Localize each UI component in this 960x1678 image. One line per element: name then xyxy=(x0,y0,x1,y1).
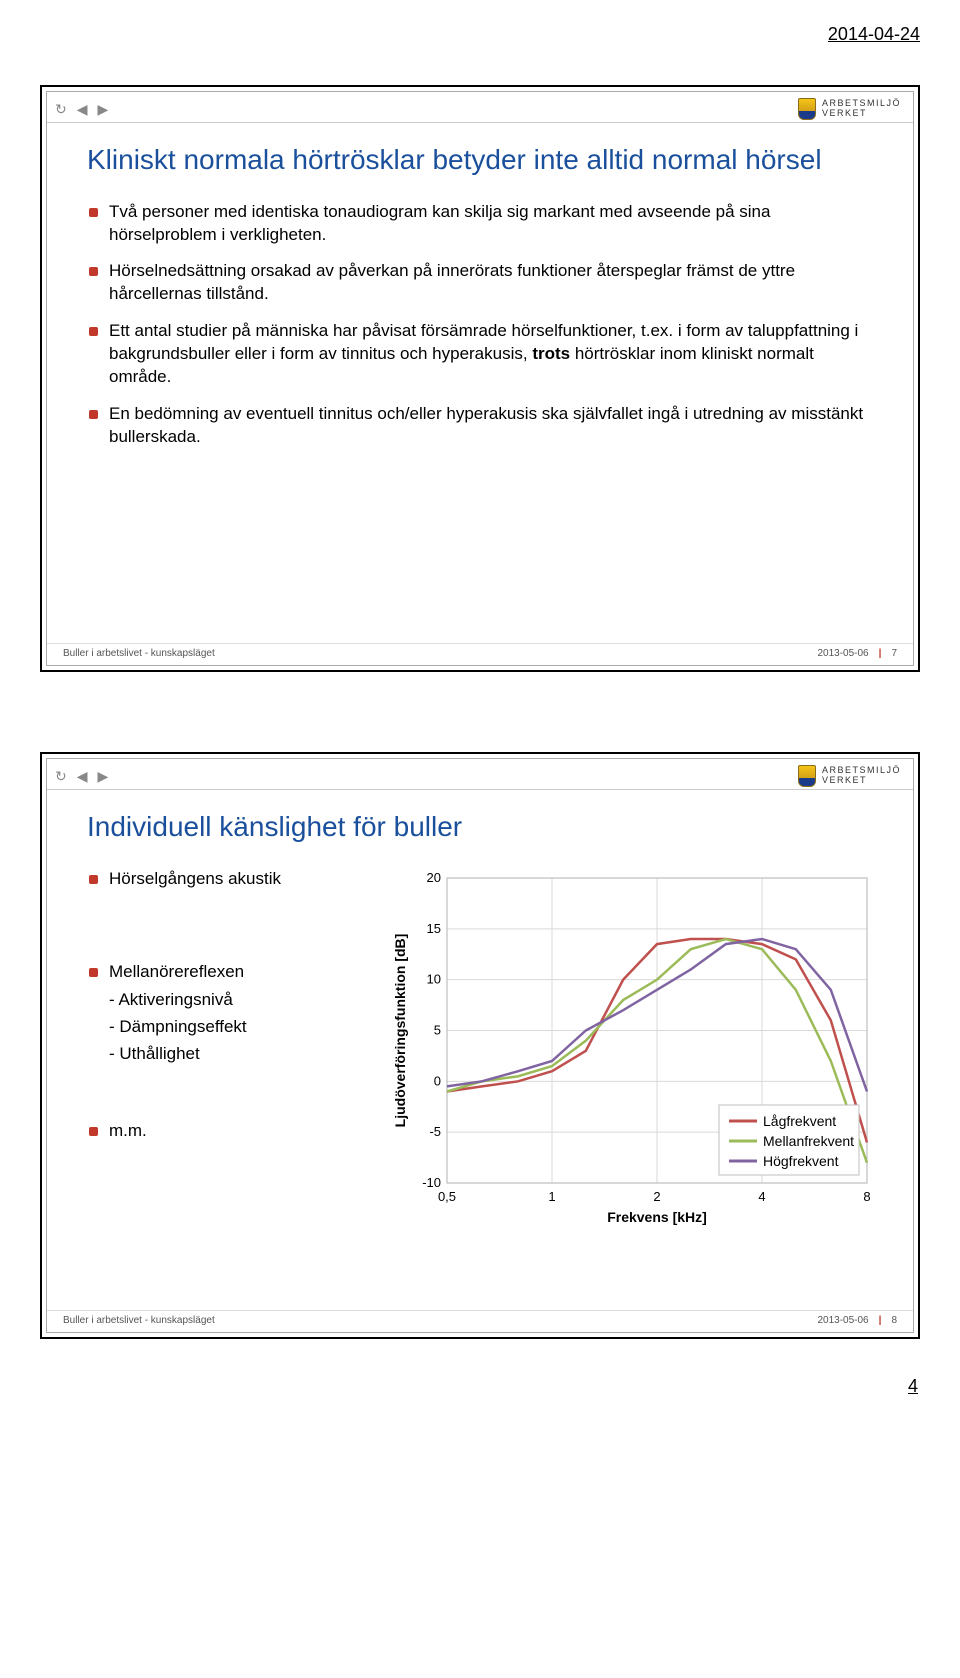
logo-crest-icon xyxy=(798,765,816,787)
footer-date-2: 2013-05-06 xyxy=(817,1315,868,1326)
slide-2-chart-wrap: -10 -5 0 5 10 15 20 0,5 1 2 4 8 Ljudöverföringsfunkt… xyxy=(387,868,883,1228)
slide-1-toolbar: ↻ ◀ ▶ ARBETSMILJÖ VERKET xyxy=(47,92,913,123)
slide-2-inner: ↻ ◀ ▶ ARBETSMILJÖ VERKET Individuell kän… xyxy=(46,758,914,1333)
bullet-item: Mellanörereflexen xyxy=(87,961,367,984)
logo-text-2: ARBETSMILJÖ VERKET xyxy=(822,766,901,786)
slide-1-title: Kliniskt normala hörtrösklar betyder int… xyxy=(87,143,873,177)
footer-title-1: Buller i arbetslivet - kunskapsläget xyxy=(63,648,215,659)
sub-item: - Dämpningseffekt xyxy=(109,1016,367,1039)
svg-text:-5: -5 xyxy=(429,1124,441,1139)
svg-text:Högfrekvent: Högfrekvent xyxy=(763,1153,839,1169)
sub-item: - Aktiveringsnivå xyxy=(109,989,367,1012)
logo-line2: VERKET xyxy=(822,109,901,119)
logo-line2: VERKET xyxy=(822,776,901,786)
svg-text:-10: -10 xyxy=(422,1175,441,1190)
bullet-item: Ett antal studier på människa har påvisa… xyxy=(87,320,873,389)
slide-2-title: Individuell känslighet för buller xyxy=(87,810,883,844)
svg-text:0,5: 0,5 xyxy=(438,1189,456,1204)
slide-1-bullets: Två personer med identiska tonaudiogram … xyxy=(87,201,873,449)
slide-2-left: Hörselgångens akustik Mellanörereflexen - … xyxy=(87,868,367,1228)
next-icon[interactable]: ▶ xyxy=(98,768,109,785)
footer-title-2: Buller i arbetslivet - kunskapsläget xyxy=(63,1315,215,1326)
svg-text:8: 8 xyxy=(863,1189,870,1204)
bullet-item: m.m. xyxy=(87,1120,367,1143)
prev-icon[interactable]: ◀ xyxy=(77,768,88,785)
footer-num-1: 7 xyxy=(891,648,897,659)
logo: ARBETSMILJÖ VERKET xyxy=(798,98,901,120)
svg-text:2: 2 xyxy=(653,1189,660,1204)
nav-icons-2: ↻ ◀ ▶ xyxy=(55,768,108,785)
slide-1: ↻ ◀ ▶ ARBETSMILJÖ VERKET Kliniskt normal… xyxy=(40,85,920,672)
logo-crest-icon xyxy=(798,98,816,120)
refresh-icon[interactable]: ↻ xyxy=(55,101,67,118)
page-date: 2014-04-24 xyxy=(40,24,920,45)
bullet-item: Två personer med identiska tonaudiogram … xyxy=(87,201,873,247)
slide-2-footer: Buller i arbetslivet - kunskapsläget 201… xyxy=(47,1310,913,1332)
svg-text:15: 15 xyxy=(427,920,441,935)
footer-sep-icon: | xyxy=(879,648,882,659)
prev-icon[interactable]: ◀ xyxy=(77,101,88,118)
slide-2-left-bullets: Hörselgångens akustik Mellanörereflexen - … xyxy=(87,868,367,1144)
slide-1-footer: Buller i arbetslivet - kunskapsläget 201… xyxy=(47,643,913,665)
footer-date-1: 2013-05-06 xyxy=(817,648,868,659)
bullet-item: En bedömning av eventuell tinnitus och/e… xyxy=(87,403,873,449)
page-number: 4 xyxy=(908,1376,918,1397)
bullet-item: Hörselgångens akustik xyxy=(87,868,367,891)
refresh-icon[interactable]: ↻ xyxy=(55,768,67,785)
slide-2-body: Individuell känslighet för buller Hörsel… xyxy=(47,790,913,1310)
nav-icons: ↻ ◀ ▶ xyxy=(55,101,108,118)
transfer-function-chart: -10 -5 0 5 10 15 20 0,5 1 2 4 8 Ljudöverföringsfunkt… xyxy=(387,868,877,1228)
slide-2-row: Hörselgångens akustik Mellanörereflexen - … xyxy=(87,868,883,1228)
logo-2: ARBETSMILJÖ VERKET xyxy=(798,765,901,787)
sub-item: - Uthållighet xyxy=(109,1043,367,1066)
svg-text:20: 20 xyxy=(427,870,441,885)
footer-num-2: 8 xyxy=(891,1315,897,1326)
footer-sep-icon: | xyxy=(879,1315,882,1326)
chart-svg: -10 -5 0 5 10 15 20 0,5 1 2 4 8 Ljudöverföringsfunkt… xyxy=(387,868,877,1228)
slide-2-toolbar: ↻ ◀ ▶ ARBETSMILJÖ VERKET xyxy=(47,759,913,790)
svg-text:Ljudöverföringsfunktion [dB]: Ljudöverföringsfunktion [dB] xyxy=(392,933,408,1127)
slide-1-body: Kliniskt normala hörtrösklar betyder int… xyxy=(47,123,913,643)
sub-list: - Aktiveringsnivå - Dämpningseffekt - Uthå… xyxy=(87,989,367,1066)
svg-text:Frekvens [kHz]: Frekvens [kHz] xyxy=(607,1209,707,1225)
svg-text:Lågfrekvent: Lågfrekvent xyxy=(763,1113,836,1129)
slide-1-inner: ↻ ◀ ▶ ARBETSMILJÖ VERKET Kliniskt normal… xyxy=(46,91,914,666)
logo-text: ARBETSMILJÖ VERKET xyxy=(822,99,901,119)
slide-2: ↻ ◀ ▶ ARBETSMILJÖ VERKET Individuell kän… xyxy=(40,752,920,1339)
svg-text:0: 0 xyxy=(434,1073,441,1088)
svg-text:5: 5 xyxy=(434,1022,441,1037)
svg-text:Mellanfrekvent: Mellanfrekvent xyxy=(763,1133,854,1149)
svg-text:10: 10 xyxy=(427,971,441,986)
svg-text:1: 1 xyxy=(548,1189,555,1204)
svg-text:4: 4 xyxy=(758,1189,765,1204)
next-icon[interactable]: ▶ xyxy=(98,101,109,118)
bullet-item: Hörselnedsättning orsakad av påverkan på… xyxy=(87,260,873,306)
